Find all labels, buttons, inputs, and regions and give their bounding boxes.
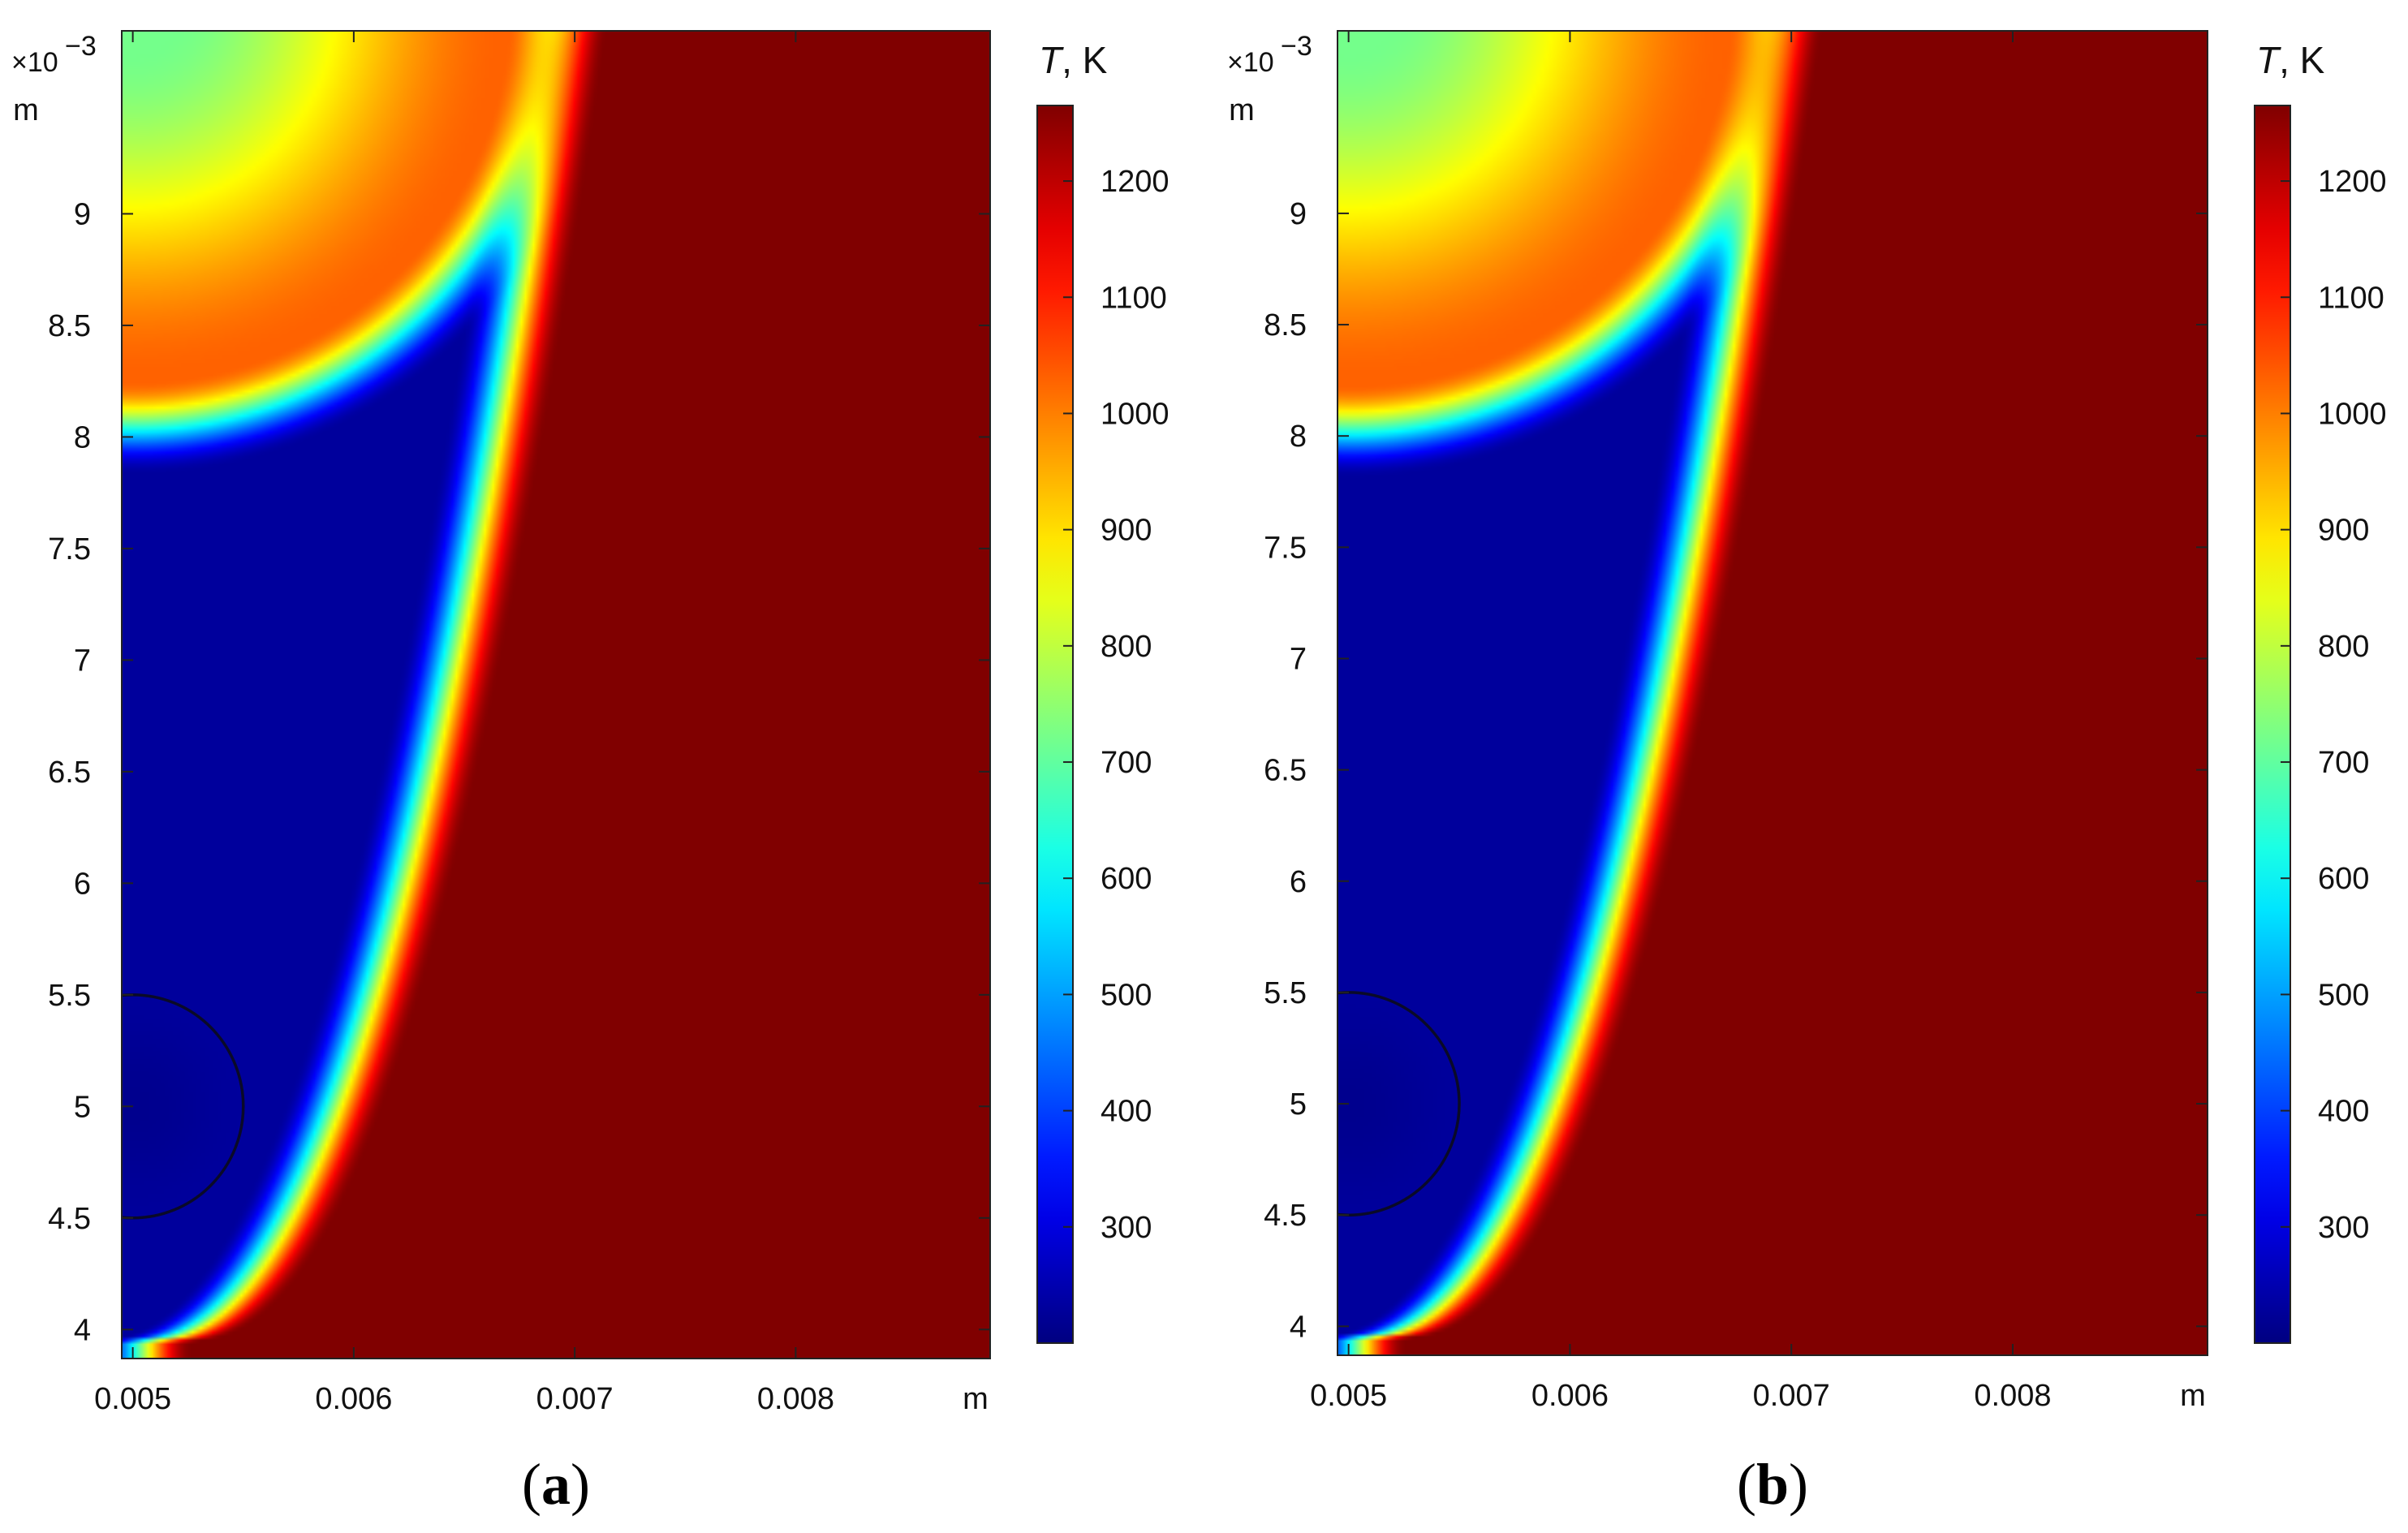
- colorbar-title: T, K: [2256, 39, 2325, 81]
- colorbar-tick-label: 1200: [1101, 165, 1170, 199]
- y-tick-label: 6: [1290, 865, 1307, 899]
- colorbar-tick-label: 900: [1101, 514, 1152, 548]
- colorbar-tick-label: 800: [1101, 630, 1152, 664]
- x-tick-label: 0.007: [536, 1382, 614, 1416]
- colorbar-tick-label: 700: [2318, 746, 2369, 780]
- x-tick-label: 0.008: [757, 1382, 834, 1416]
- colorbar-tick-label: 600: [2318, 862, 2369, 896]
- colorbar-tick-label: 800: [2318, 630, 2369, 664]
- y-exponent-label: ×10: [1227, 47, 1274, 78]
- y-tick-label: 7.5: [1264, 531, 1307, 565]
- y-tick-label: 5.5: [48, 979, 91, 1013]
- colorbar-tick-label: 400: [1101, 1095, 1152, 1129]
- colorbar-tick-label: 1200: [2318, 165, 2387, 199]
- x-unit-label: m: [2180, 1379, 2206, 1413]
- y-tick-label: 8: [1290, 420, 1307, 454]
- y-tick-label: 7: [74, 644, 91, 678]
- y-exponent-label: ×10: [11, 47, 58, 78]
- x-unit-label: m: [963, 1382, 989, 1416]
- colorbar: [1036, 105, 1074, 1344]
- y-unit-label: m: [13, 93, 39, 127]
- colorbar-tick-label: 600: [1101, 862, 1152, 896]
- colorbar-tick-label: 900: [2318, 514, 2369, 548]
- y-tick-label: 6.5: [48, 756, 91, 790]
- colorbar-tick-label: 300: [2318, 1211, 2369, 1245]
- x-tick-label: 0.006: [315, 1382, 392, 1416]
- panel-label: (a): [522, 1452, 590, 1517]
- y-tick-label: 4.5: [1264, 1199, 1307, 1233]
- colorbar-tick-label: 500: [1101, 978, 1152, 1012]
- x-tick-label: 0.005: [1310, 1379, 1387, 1413]
- panel-b: 4 4.5 5 5.5 6 6.5 7 7.5 8 8.5 9 0.005 0.006 0.007 0.00…: [1227, 30, 2387, 1517]
- heatmap-field: [1338, 31, 2208, 1355]
- colorbar-tick-label: 500: [2318, 978, 2369, 1012]
- heatmap-field: [122, 31, 990, 1359]
- y-tick-label: 4: [1290, 1310, 1307, 1344]
- colorbar-tick-label: 1000: [2318, 397, 2387, 431]
- y-tick-label: 6: [74, 867, 91, 901]
- y-tick-label: 4.5: [48, 1202, 91, 1236]
- colorbar-tick-label: 1000: [1101, 397, 1170, 431]
- plot-frame: [121, 30, 991, 1359]
- y-tick-label: 9: [74, 197, 91, 231]
- y-tick-label: 5: [1290, 1087, 1307, 1122]
- y-tick-label: 9: [1290, 197, 1307, 231]
- colorbar-tick-label: 300: [1101, 1211, 1152, 1245]
- y-exponent-power: −3: [1281, 31, 1312, 62]
- plot-frame: [1337, 30, 2208, 1356]
- y-exponent-power: −3: [65, 31, 97, 62]
- x-tick-label: 0.006: [1531, 1379, 1609, 1413]
- y-tick-label: 8.5: [48, 309, 91, 343]
- panel-label: (b): [1737, 1452, 1808, 1517]
- colorbar-tick-label: 1100: [2318, 281, 2384, 315]
- x-tick-label: 0.008: [1974, 1379, 2051, 1413]
- y-unit-label: m: [1229, 93, 1255, 127]
- colorbar-tick-label: 1100: [1101, 281, 1167, 315]
- colorbar: [2254, 105, 2291, 1344]
- colorbar-title: T, K: [1039, 39, 1108, 81]
- y-tick-label: 7.5: [48, 532, 91, 566]
- y-tick-label: 6.5: [1264, 754, 1307, 788]
- x-tick-label: 0.007: [1753, 1379, 1830, 1413]
- panel-a: 4 4.5 5 5.5 6 6.5 7 7.5 8 8.5 9 0.005 0.006 0.007 0.00…: [11, 30, 1170, 1517]
- colorbar-tick-label: 700: [1101, 746, 1152, 780]
- y-tick-label: 5: [74, 1090, 91, 1124]
- y-tick-label: 8: [74, 420, 91, 454]
- y-tick-label: 4: [74, 1313, 91, 1347]
- y-tick-label: 7: [1290, 642, 1307, 676]
- y-tick-label: 5.5: [1264, 976, 1307, 1010]
- y-tick-label: 8.5: [1264, 308, 1307, 342]
- colorbar-tick-label: 400: [2318, 1095, 2369, 1129]
- x-tick-label: 0.005: [94, 1382, 171, 1416]
